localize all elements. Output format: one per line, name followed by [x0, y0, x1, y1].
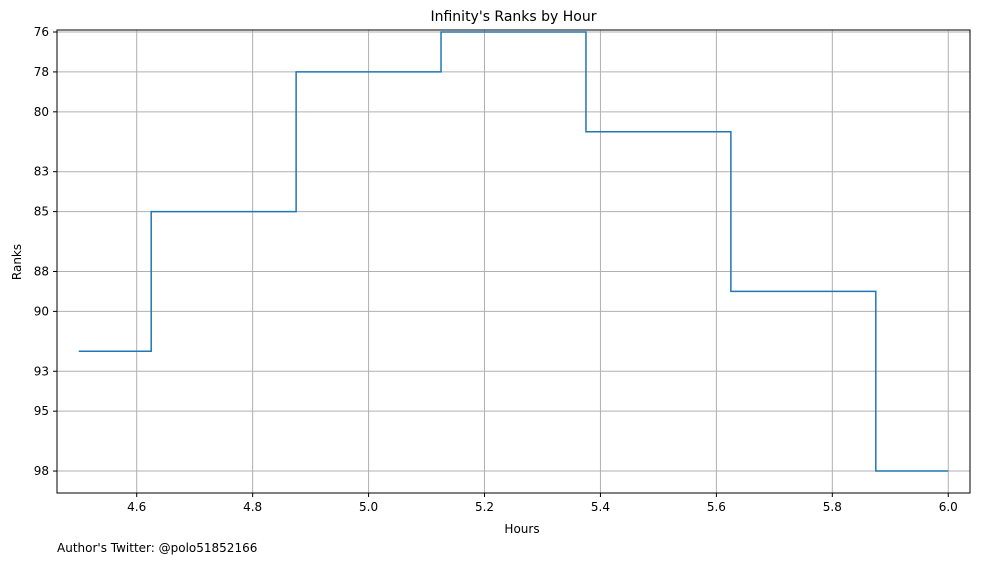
- y-tick-label: 95: [34, 404, 49, 418]
- y-axis-label: Ranks: [10, 244, 24, 280]
- x-tick-label: 5.6: [707, 500, 726, 514]
- x-tick-label: 5.4: [591, 500, 610, 514]
- chart-title: Infinity's Ranks by Hour: [430, 9, 596, 25]
- plot-frame: [56, 29, 971, 494]
- grid-lines: [57, 30, 970, 493]
- x-tick-label: 5.0: [359, 500, 378, 514]
- x-tick-label: 5.8: [823, 500, 842, 514]
- y-tick-label: 83: [34, 165, 49, 179]
- y-tick-label: 78: [34, 65, 49, 79]
- series-line: [78, 31, 949, 472]
- x-tick-label: 5.2: [475, 500, 494, 514]
- x-tick-label: 6.0: [939, 500, 958, 514]
- y-tick-label: 98: [34, 464, 49, 478]
- x-tick-label: 4.6: [127, 500, 146, 514]
- x-axis-ticks: 4.6 4.8 5.0 5.2 5.4 5.6 5.8 6.0: [127, 493, 958, 514]
- series-group: [78, 31, 949, 472]
- y-tick-label: 88: [34, 264, 49, 278]
- y-tick-label: 80: [34, 105, 49, 119]
- y-tick-label: 76: [34, 25, 49, 39]
- x-tick-label: 4.8: [243, 500, 262, 514]
- y-tick-label: 85: [34, 205, 49, 219]
- x-axis-label: Hours: [504, 522, 539, 536]
- y-tick-label: 90: [34, 304, 49, 318]
- y-axis-ticks: 76 78 80 83 85 88 90 93 95 98: [34, 25, 57, 478]
- author-credit: Author's Twitter: @polo51852166: [57, 541, 257, 555]
- y-tick-label: 93: [34, 364, 49, 378]
